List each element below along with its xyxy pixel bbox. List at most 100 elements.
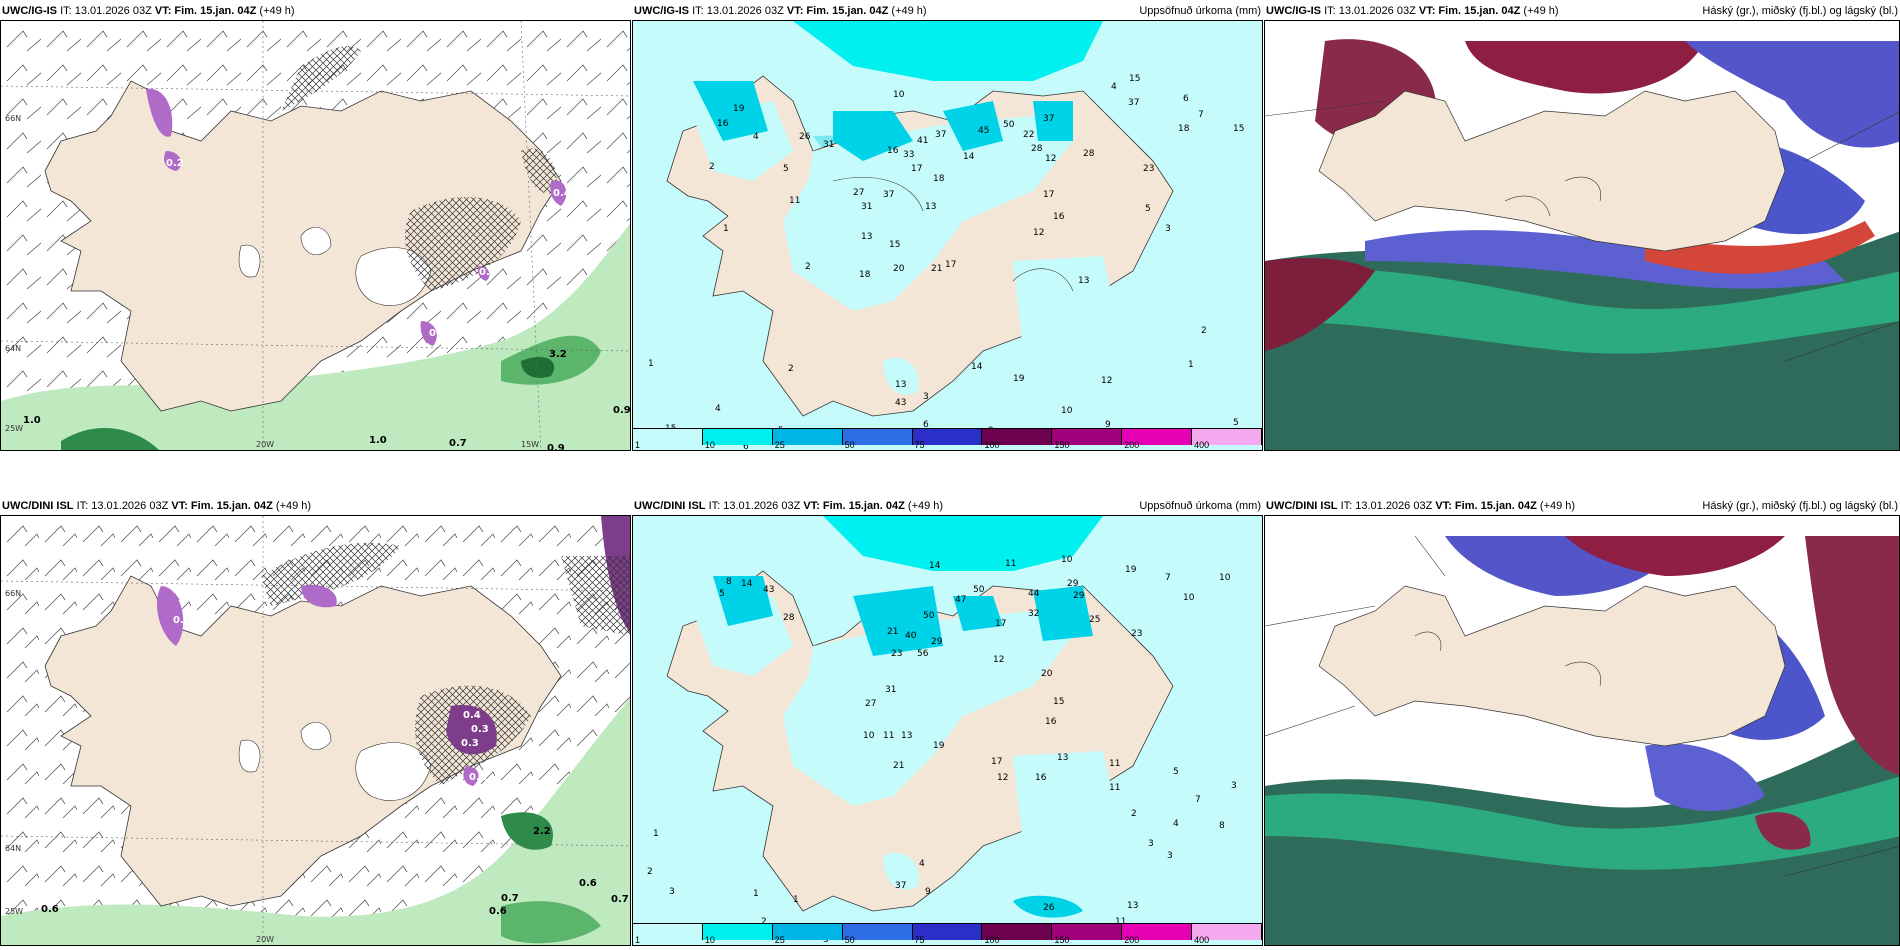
value-label: 14	[963, 152, 975, 162]
scale-swatch	[982, 428, 1053, 445]
value-label: 23	[1131, 629, 1142, 639]
map-accumulated-precip[interactable]: 14 11 10 19 29 29 7 10 10 8 5 14 43 28 2…	[632, 515, 1263, 946]
scale-swatch	[633, 428, 703, 445]
value-label: 2	[1201, 326, 1207, 336]
map-accumulated-precip[interactable]: 10 4 15 37 28 37 6 7 18 15 16 19 22 26 3…	[632, 20, 1263, 451]
value-label: 28	[1083, 149, 1095, 159]
value-label: 4	[919, 859, 925, 869]
value-label: 3	[923, 392, 929, 402]
value-label: 5	[1173, 767, 1179, 777]
value-label: 6	[923, 420, 929, 430]
value-label: 0.9	[547, 443, 565, 451]
value-label: 15	[889, 240, 900, 250]
lat-label: 66N	[5, 589, 21, 598]
value-label: 0.7	[449, 438, 467, 449]
panel-title: UWC/DINI ISL IT: 13.01.2026 03Z VT: Fim.…	[2, 500, 312, 512]
value-label: 1	[653, 829, 659, 839]
panel-top-right-clouds: UWC/IG-IS IT: 13.01.2026 03Z VT: Fim. 15…	[1264, 0, 1900, 451]
value-label: 14	[929, 561, 941, 571]
value-label: 47	[955, 595, 966, 605]
precip-color-scale: 1 10 25 50 75 100 150 200 400	[633, 923, 1262, 945]
value-label: 29	[931, 637, 943, 647]
value-label: 12	[993, 655, 1004, 665]
panel-subtitle: Uppsöfnuð úrkoma (mm)	[1139, 500, 1261, 512]
value-label: 13	[901, 731, 912, 741]
value-label: 13	[1078, 276, 1089, 286]
value-label: 3	[823, 935, 829, 945]
value-label: 0.6	[41, 904, 59, 915]
value-label: 10	[1219, 573, 1231, 583]
value-label: 3	[1148, 839, 1154, 849]
map-wind-precip[interactable]: 66N 64N 25W 20W 15W 1.0 1.0 0.7 0.9 0.9 …	[0, 20, 631, 451]
value-label: 0.2	[469, 772, 487, 783]
value-label: 37	[883, 190, 894, 200]
value-label: 11	[883, 731, 894, 741]
scale-tick: 1	[635, 440, 641, 450]
value-label: 17	[945, 260, 956, 270]
value-label: 1.0	[23, 415, 41, 426]
value-label: 4	[715, 404, 721, 414]
scale-tick: 200	[1124, 440, 1140, 450]
panel-bottom-middle-precip: UWC/DINI ISL IT: 13.01.2026 03Z VT: Fim.…	[632, 495, 1263, 946]
scale-swatch	[702, 428, 773, 445]
map-cloud-layers[interactable]	[1264, 20, 1900, 451]
value-label: 4	[1173, 819, 1179, 829]
panel-top-middle-precip: UWC/IG-IS IT: 13.01.2026 03Z VT: Fim. 15…	[632, 0, 1263, 451]
panel-subtitle: Háský (gr.), miðský (fj.bl.) og lágský (…	[1702, 500, 1898, 512]
value-label: 17	[995, 619, 1006, 629]
value-label: 0.3	[461, 738, 479, 749]
value-label: 10	[893, 90, 905, 100]
value-label: 0.4	[553, 188, 571, 199]
scale-swatch	[912, 428, 983, 445]
value-label: 11	[1109, 759, 1120, 769]
scale-swatch	[1192, 923, 1262, 940]
value-label: 11	[1005, 559, 1016, 569]
scale-tick: 75	[914, 935, 925, 945]
value-label: 16	[717, 119, 729, 129]
value-label: 5	[1145, 204, 1151, 214]
value-label: 7	[1195, 795, 1201, 805]
value-label: 22	[1023, 130, 1034, 140]
value-label: 1.0	[369, 435, 387, 446]
value-label: 13	[925, 202, 936, 212]
map-cloud-layers[interactable]	[1264, 515, 1900, 946]
value-label: 8	[1219, 821, 1225, 831]
panel-title: UWC/DINI ISL IT: 13.01.2026 03Z VT: Fim.…	[1266, 500, 1576, 512]
value-label: 23	[1143, 164, 1154, 174]
value-label: 27	[853, 188, 864, 198]
value-label: 14	[971, 362, 983, 372]
value-label: 1	[793, 895, 799, 905]
panel-bottom-right-clouds: UWC/DINI ISL IT: 13.01.2026 03Z VT: Fim.…	[1264, 495, 1900, 946]
value-label: 32	[1028, 609, 1039, 619]
scale-swatch	[842, 923, 913, 940]
value-label: 29	[1067, 579, 1079, 589]
value-label: 37	[1128, 98, 1139, 108]
value-label: 0.7	[611, 894, 629, 905]
value-label: 2	[647, 867, 653, 877]
value-label: 1	[723, 224, 729, 234]
value-label: 15	[1053, 697, 1064, 707]
lon-label: 20W	[256, 440, 274, 449]
panel-title: UWC/DINI ISL IT: 13.01.2026 03Z VT: Fim.…	[634, 500, 944, 512]
precip-color-scale: 1 10 25 50 75 100 150 200 400	[633, 428, 1262, 450]
scale-tick: 400	[1194, 440, 1210, 450]
value-label: 15	[1129, 74, 1140, 84]
value-label: 1	[753, 889, 759, 899]
value-label: 5	[1233, 418, 1239, 428]
value-label: 4	[1111, 82, 1117, 92]
value-label: 13	[1057, 753, 1068, 763]
value-label: 18	[933, 174, 945, 184]
value-label: 33	[903, 150, 914, 160]
value-label: 3	[1231, 781, 1237, 791]
value-label: 43	[763, 585, 774, 595]
value-label: 17	[911, 164, 922, 174]
lon-label: 25W	[5, 907, 23, 916]
value-label: 2.2	[533, 826, 551, 837]
lon-label: 20W	[256, 935, 274, 944]
value-label: 2	[788, 364, 794, 374]
scale-swatch	[633, 923, 703, 940]
panel-title: UWC/IG-IS IT: 13.01.2026 03Z VT: Fim. 15…	[1266, 5, 1559, 17]
value-label: 20	[893, 264, 905, 274]
map-wind-precip[interactable]: 66N 64N 25W 20W 0.6 0.6 0.7 0.6 0.7 2.2 …	[0, 515, 631, 946]
scale-swatch	[842, 428, 913, 445]
